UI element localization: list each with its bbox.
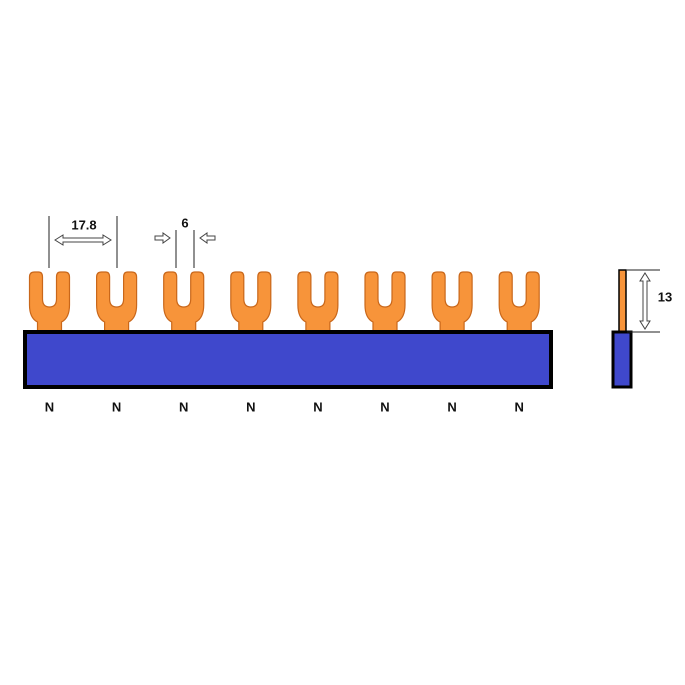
fork <box>498 271 540 334</box>
fork <box>163 271 205 334</box>
side-busbar <box>611 330 633 389</box>
terminal-label: N <box>447 399 456 414</box>
side-fork <box>618 269 627 333</box>
fork <box>28 271 71 334</box>
terminal-label: N <box>515 399 524 414</box>
terminal-label: N <box>112 399 121 414</box>
fork <box>230 271 272 334</box>
fork <box>297 271 339 334</box>
fork <box>364 271 406 334</box>
dimension-arrow <box>639 272 651 330</box>
forks <box>28 271 540 334</box>
terminal-label: N <box>179 399 188 414</box>
width-label: 6 <box>181 215 188 230</box>
fork <box>96 271 138 334</box>
terminal-label: N <box>380 399 389 414</box>
dimension-arrow <box>199 232 216 244</box>
dimension-arrow <box>54 234 112 246</box>
terminal-label: N <box>246 399 255 414</box>
busbar <box>23 330 553 389</box>
fork <box>431 271 473 334</box>
height-label: 13 <box>658 289 672 304</box>
dimension-arrow <box>154 232 171 244</box>
terminal-label: N <box>313 399 322 414</box>
terminal-label: N <box>45 399 54 414</box>
pitch-label: 17.8 <box>71 217 96 232</box>
